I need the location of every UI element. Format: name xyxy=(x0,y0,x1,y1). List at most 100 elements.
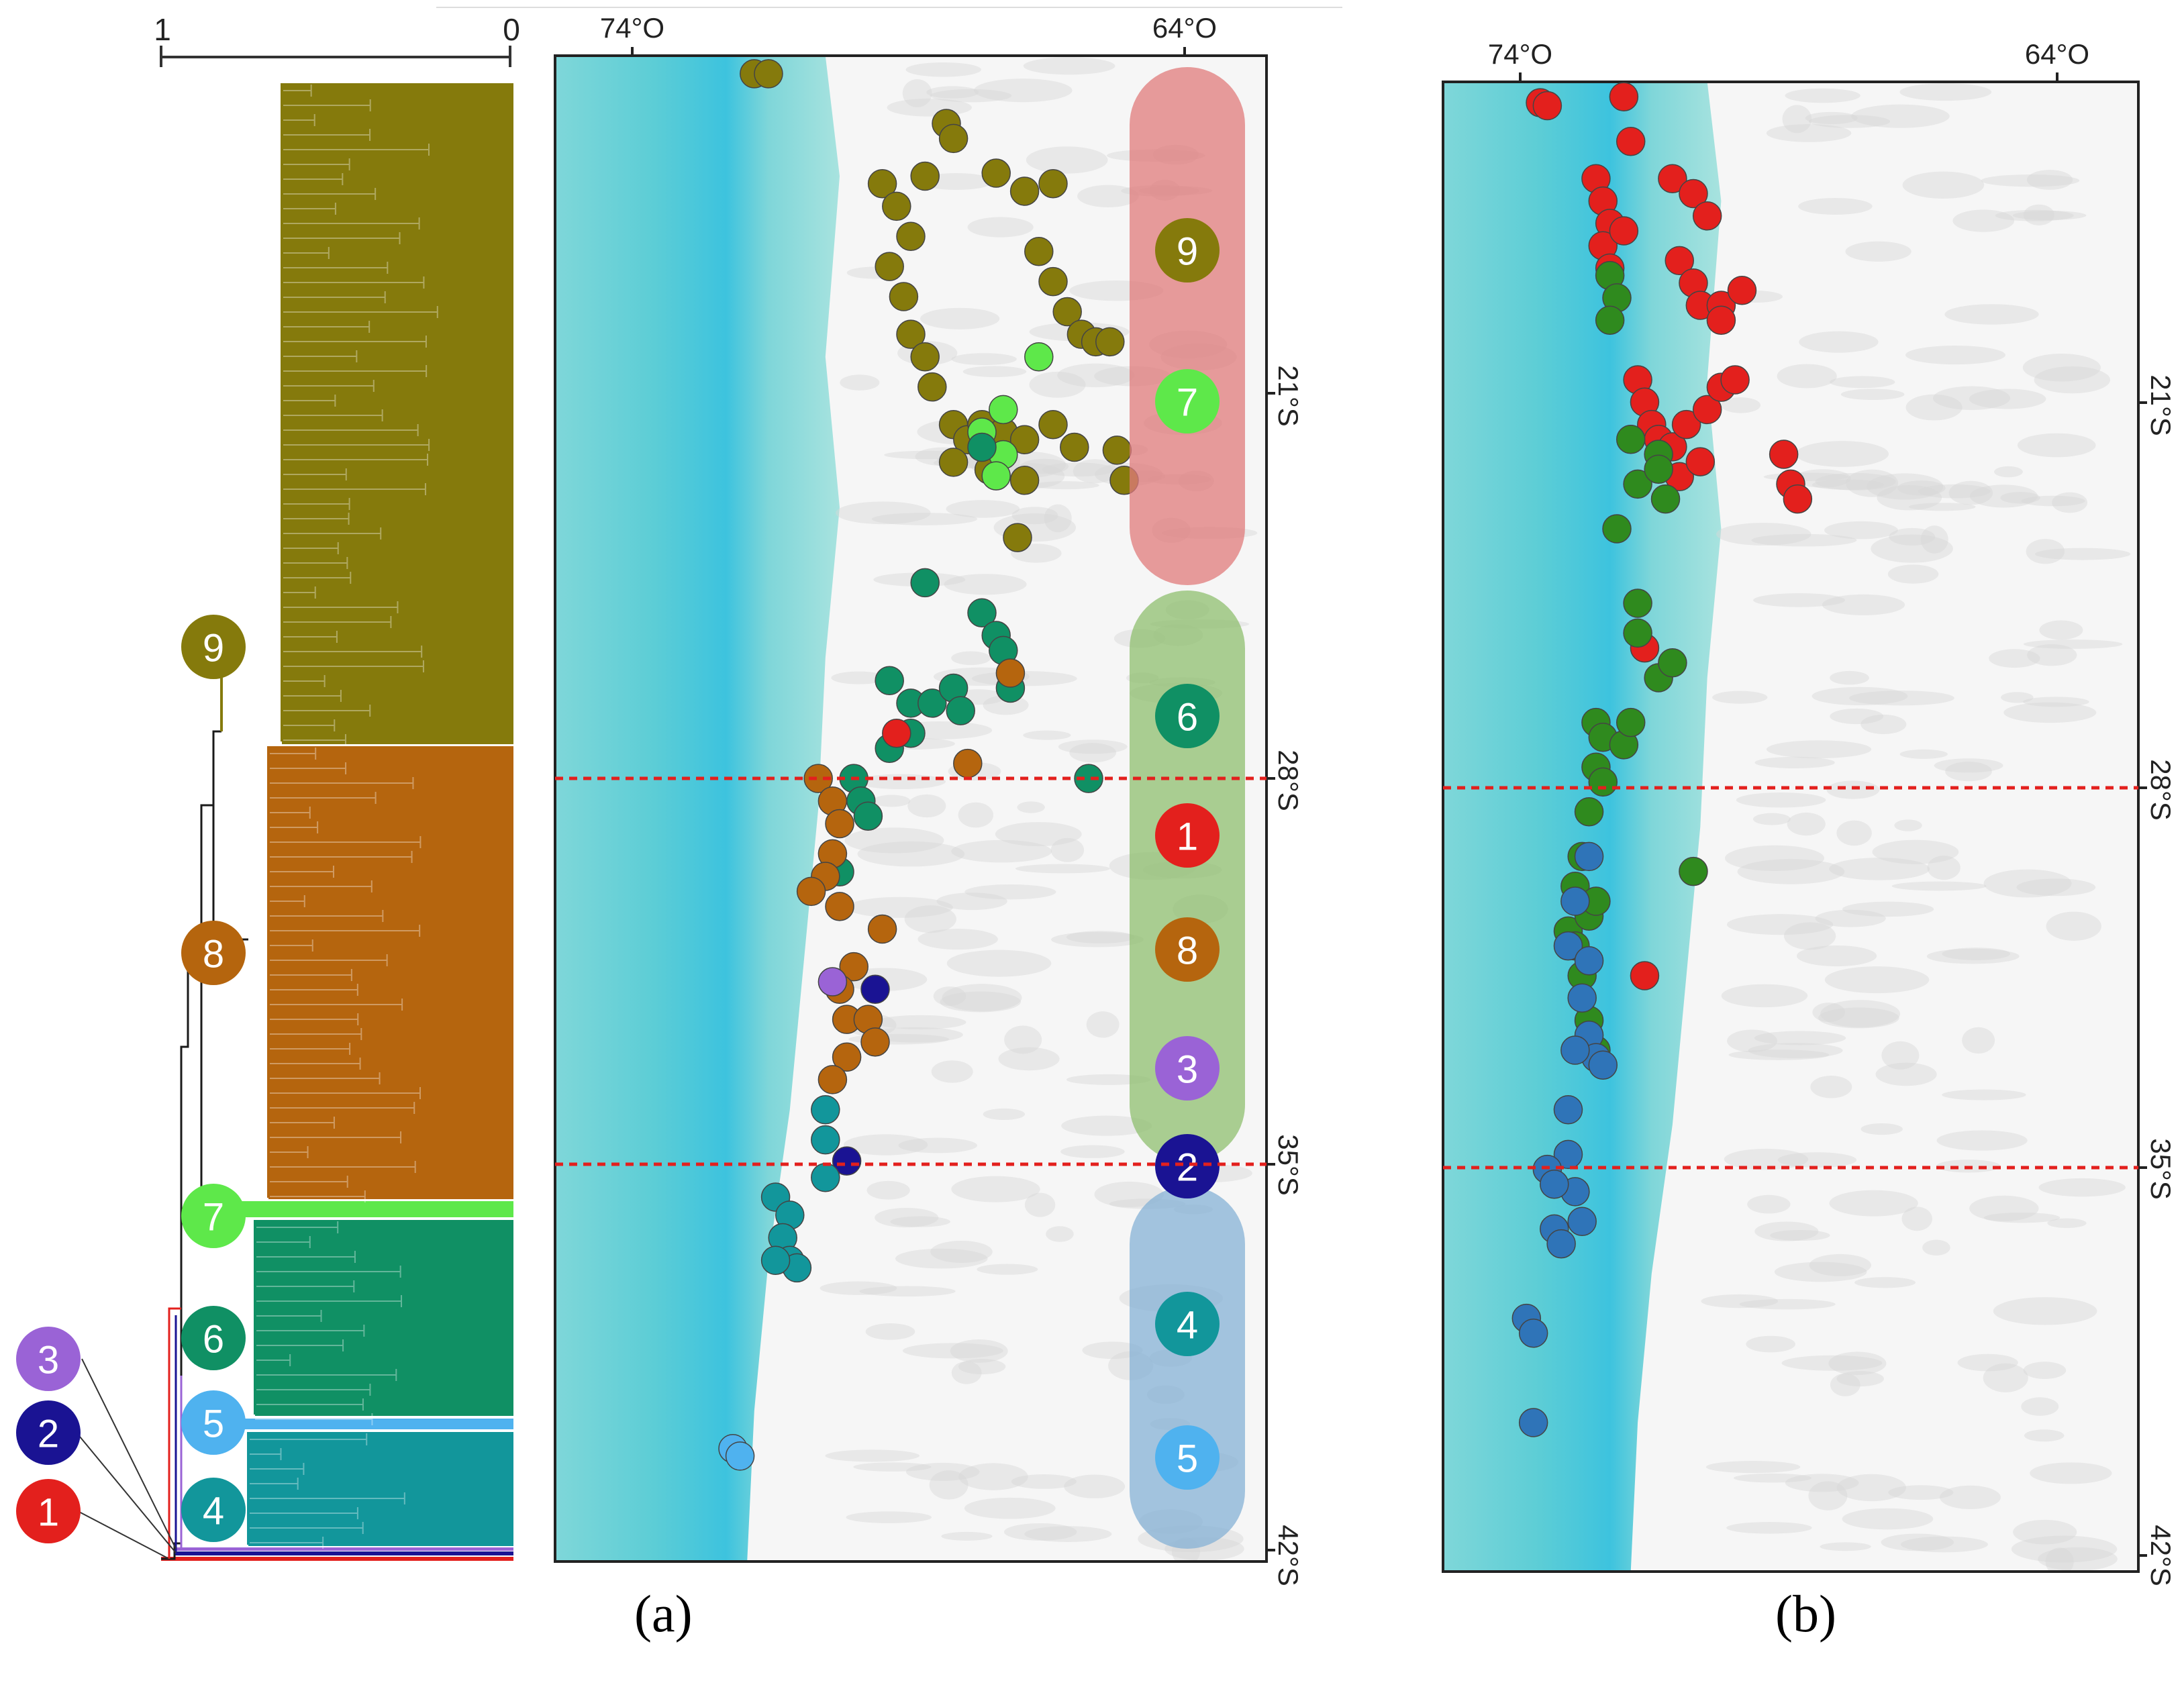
site-a-63-cluster-8 xyxy=(825,809,854,839)
legend-cluster-5-label: 5 xyxy=(1177,1437,1198,1481)
site-b-33-group-n xyxy=(1630,961,1660,990)
group-northern-pill xyxy=(1130,67,1245,585)
site-a-74-cluster-8 xyxy=(832,1042,862,1072)
site-b-54-group-c xyxy=(1574,797,1604,827)
lat-42-label-a: 42°S xyxy=(1273,1525,1304,1586)
cluster-1-label: 1 xyxy=(38,1491,59,1535)
legend-cluster-6: 6 xyxy=(1155,684,1220,748)
legend-cluster-2-label: 2 xyxy=(1177,1146,1198,1190)
site-a-11-cluster-9 xyxy=(875,252,904,281)
cluster-1-badge: 1 xyxy=(16,1479,81,1543)
cluster-7-badge: 7 xyxy=(181,1184,246,1248)
legend-cluster-6-label: 6 xyxy=(1177,696,1198,739)
site-a-18-cluster-9 xyxy=(1052,297,1082,327)
site-b-72-group-s xyxy=(1588,1050,1618,1080)
site-a-39-cluster-7 xyxy=(981,461,1011,491)
group-southern-pill xyxy=(1130,1186,1245,1549)
site-a-50-cluster-6 xyxy=(946,696,975,725)
site-a-40-cluster-6 xyxy=(967,432,997,462)
lon-74-label-a: 74°O xyxy=(600,12,664,44)
site-a-60-cluster-8 xyxy=(953,748,983,778)
site-b-41-group-c xyxy=(1644,454,1673,484)
legend-cluster-3: 3 xyxy=(1155,1036,1220,1101)
cluster-5-label: 5 xyxy=(203,1402,224,1446)
site-a-76-cluster-3 xyxy=(817,967,848,996)
site-a-75-cluster-8 xyxy=(817,1065,848,1094)
site-b-1-group-n xyxy=(1532,91,1562,121)
site-b-29-group-n xyxy=(1769,440,1799,469)
map-panel-a: 74°O 64°O 21°S 28°S 35°S 42°S 9 7 6 1 8 3 2 4 5 xyxy=(436,7,1342,1586)
site-a-14-cluster-9 xyxy=(910,342,940,372)
site-b-80-group-s xyxy=(1546,1229,1576,1259)
clade-7-fan xyxy=(221,1201,513,1217)
cluster-9-badge: 9 xyxy=(181,615,246,679)
site-b-51-group-c xyxy=(1616,707,1646,737)
site-a-28-cluster-9 xyxy=(1060,432,1089,462)
cluster-3-label: 3 xyxy=(38,1339,59,1382)
site-a-7-cluster-9 xyxy=(1009,176,1040,206)
site-b-45-group-c xyxy=(1623,618,1652,648)
site-b-24-group-n xyxy=(1692,395,1722,425)
cluster-8-badge: 8 xyxy=(181,921,246,985)
dendrogram: 9 8 7 6 5 4 3 2 1 xyxy=(16,83,513,1561)
scale-right-label: 0 xyxy=(503,12,520,47)
site-b-12-group-n xyxy=(1665,246,1694,276)
site-a-16-cluster-9 xyxy=(1024,236,1054,266)
lat-21-label-a: 21°S xyxy=(1273,365,1304,427)
site-b-17-group-n xyxy=(1706,305,1736,335)
site-a-41-cluster-6 xyxy=(910,568,940,598)
site-b-47-group-c xyxy=(1658,648,1687,678)
site-b-11-group-n xyxy=(1692,201,1722,231)
lat-35-label-a: 35°S xyxy=(1273,1134,1304,1196)
site-a-13-cluster-9 xyxy=(896,319,926,349)
site-b-53-group-c xyxy=(1588,767,1618,797)
cluster-7-label: 7 xyxy=(203,1196,224,1239)
site-a-10-cluster-9 xyxy=(896,221,926,252)
site-a-78-cluster-2 xyxy=(832,1146,862,1176)
site-b-2-group-n xyxy=(1609,82,1639,111)
legend-cluster-9: 9 xyxy=(1155,218,1220,283)
legend-cluster-5: 5 xyxy=(1155,1425,1220,1490)
site-a-5-cluster-9 xyxy=(910,161,940,191)
site-b-44-group-c xyxy=(1623,588,1652,618)
clade-4-fan xyxy=(248,1432,513,1546)
site-b-82-group-s xyxy=(1518,1319,1548,1348)
lat-42-label-b: 42°S xyxy=(2145,1525,2177,1586)
site-b-38-group-c xyxy=(1616,425,1646,454)
clade-3-fan xyxy=(175,1547,513,1551)
site-a-15-cluster-9 xyxy=(917,372,947,402)
lon-64-label-a: 64°O xyxy=(1152,12,1217,44)
legend-cluster-4-label: 4 xyxy=(1177,1304,1198,1347)
site-a-77-cluster-2 xyxy=(860,974,890,1005)
legend-cluster-9-label: 9 xyxy=(1177,230,1198,274)
site-b-10-group-n xyxy=(1679,178,1708,209)
clade-8-fan xyxy=(268,746,513,1199)
site-a-81-cluster-4 xyxy=(811,1163,840,1192)
site-a-58-cluster-1 xyxy=(882,719,911,748)
group-central-pill xyxy=(1130,591,1245,1162)
cluster-5-badge: 5 xyxy=(181,1390,246,1455)
site-a-56-cluster-6 xyxy=(1074,764,1103,793)
legend-cluster-3-label: 3 xyxy=(1177,1048,1198,1092)
map-panel-b: 74°O 64°O 21°S 28°S 35°S 42°S xyxy=(1442,38,2177,1586)
site-a-68-cluster-8 xyxy=(867,914,897,944)
site-a-67-cluster-8 xyxy=(825,892,854,921)
site-a-69-cluster-8 xyxy=(839,952,868,982)
site-a-66-cluster-8 xyxy=(796,876,826,907)
site-a-12-cluster-9 xyxy=(889,282,919,311)
site-a-89-cluster-5 xyxy=(725,1441,755,1471)
lon-74-label-b: 74°O xyxy=(1488,38,1552,70)
site-b-9-group-n xyxy=(1658,164,1687,194)
site-a-3-cluster-9 xyxy=(938,123,969,154)
cluster-3-badge: 3 xyxy=(16,1327,81,1391)
site-b-37-group-c xyxy=(1595,305,1625,335)
site-a-79-cluster-4 xyxy=(811,1095,840,1125)
site-b-26-group-n xyxy=(1720,365,1750,395)
legend-cluster-4: 4 xyxy=(1155,1292,1220,1356)
site-a-33-cluster-9 xyxy=(1009,466,1040,495)
site-b-78-group-s xyxy=(1540,1170,1569,1199)
cluster-4-badge: 4 xyxy=(181,1478,246,1542)
site-b-65-group-s xyxy=(1574,841,1604,872)
site-b-8-group-n xyxy=(1609,216,1639,246)
site-a-80-cluster-4 xyxy=(811,1125,840,1155)
